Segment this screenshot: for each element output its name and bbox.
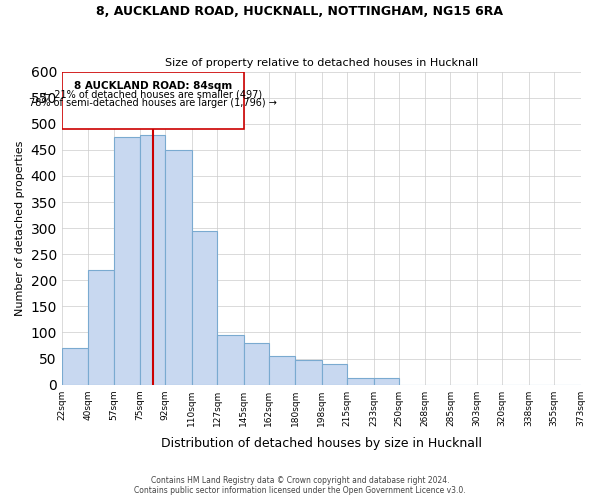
Bar (140, 135, 165, 384)
Bar (113, 137, 140, 384)
Bar (244, 343, 269, 384)
FancyBboxPatch shape (62, 72, 244, 129)
X-axis label: Distribution of detached houses by size in Hucknall: Distribution of detached houses by size … (161, 437, 482, 450)
Text: 78% of semi-detached houses are larger (1,796) →: 78% of semi-detached houses are larger (… (29, 98, 277, 108)
Text: 8, AUCKLAND ROAD, HUCKNALL, NOTTINGHAM, NG15 6RA: 8, AUCKLAND ROAD, HUCKNALL, NOTTINGHAM, … (97, 5, 503, 18)
Bar (165, 150, 192, 384)
Bar (374, 378, 399, 384)
Bar (322, 364, 347, 384)
Bar (192, 230, 217, 384)
Bar (217, 335, 244, 384)
Bar (269, 356, 295, 384)
Bar (295, 360, 322, 384)
Y-axis label: Number of detached properties: Number of detached properties (15, 140, 25, 316)
Bar (62, 348, 88, 385)
Bar (347, 378, 374, 384)
Text: ← 21% of detached houses are smaller (497): ← 21% of detached houses are smaller (49… (43, 90, 262, 100)
Text: Contains HM Land Registry data © Crown copyright and database right 2024.
Contai: Contains HM Land Registry data © Crown c… (134, 476, 466, 495)
Bar (88, 270, 113, 384)
Title: Size of property relative to detached houses in Hucknall: Size of property relative to detached ho… (164, 58, 478, 68)
Text: 8 AUCKLAND ROAD: 84sqm: 8 AUCKLAND ROAD: 84sqm (74, 81, 232, 91)
